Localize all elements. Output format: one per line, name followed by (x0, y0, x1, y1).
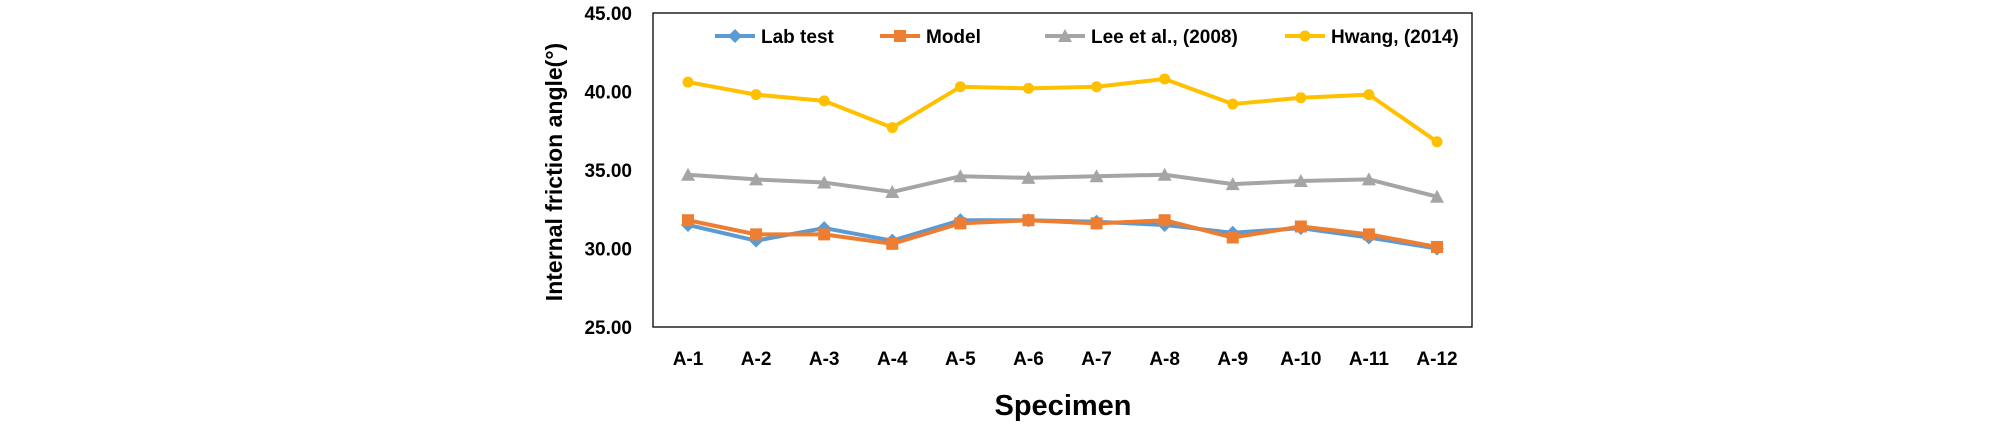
y-tick-label: 30.00 (584, 240, 632, 261)
data-point (1022, 82, 1034, 94)
series-line (687, 218, 1438, 249)
data-point (1362, 228, 1375, 241)
legend-label: Model (926, 27, 981, 48)
data-point (1294, 220, 1307, 233)
x-tick-label: A-9 (1217, 349, 1248, 370)
x-axis-title: Specimen (995, 390, 1132, 422)
y-tick-label: 40.00 (584, 83, 632, 104)
plot-border (652, 12, 1473, 328)
data-point (750, 228, 763, 241)
data-point (953, 169, 968, 183)
x-tick-label: A-6 (1013, 349, 1044, 370)
data-point (1226, 231, 1239, 244)
data-point (1295, 92, 1307, 104)
data-point (954, 81, 966, 93)
data-point (681, 167, 695, 181)
series-line (687, 76, 1439, 144)
legend: Lab test Model Lee et al., (2008) Hwang, (2… (715, 27, 1459, 48)
y-tick-label: 35.00 (584, 161, 632, 182)
data-point (1159, 73, 1171, 85)
data-point (1021, 170, 1036, 184)
x-tick-label: A-2 (741, 349, 772, 370)
x-tick-label: A-11 (1349, 349, 1390, 370)
data-point (1157, 167, 1172, 181)
legend-marker (1058, 29, 1072, 42)
data-point (1293, 173, 1308, 187)
x-tick-label: A-3 (809, 349, 840, 370)
legend-item: Lee et al., (2008) (1045, 27, 1238, 48)
data-point (818, 95, 830, 107)
data-point (1431, 136, 1443, 148)
y-tick-label: 45.00 (584, 4, 632, 25)
x-tick-label: A-10 (1280, 349, 1321, 370)
data-point (885, 184, 900, 198)
x-tick-label: A-12 (1416, 349, 1457, 370)
y-tick-labels: 25.00 30.00 35.00 40.00 45.00 (584, 4, 632, 339)
data-point (1158, 214, 1171, 227)
data-point (1225, 177, 1240, 191)
data-point (886, 122, 898, 134)
data-point (750, 89, 762, 101)
legend-label: Lee et al., (2008) (1091, 27, 1238, 48)
data-point (1227, 98, 1239, 110)
x-tick-label: A-8 (1149, 349, 1180, 370)
legend-marker (1299, 30, 1311, 42)
legend-label: Lab test (761, 27, 835, 48)
legend-item: Hwang, (2014) (1285, 27, 1459, 48)
data-point (1089, 169, 1104, 183)
data-point (886, 237, 899, 250)
data-point (1431, 240, 1443, 253)
data-point (1361, 172, 1376, 186)
y-axis-title: Internal friction angle(°) (541, 43, 567, 301)
x-tick-labels: A-1 A-2 A-3 A-4 A-5 A-6 A-7 A-8 A-9 A-10 A-11 A-12 (673, 349, 1458, 370)
data-point (682, 214, 694, 227)
series-model (682, 214, 1443, 253)
legend-item: Model (880, 27, 981, 48)
series-hwang-2014 (682, 73, 1443, 148)
series-line (687, 172, 1438, 199)
data-point (1022, 214, 1035, 227)
series-lee-et-al-2008 (681, 167, 1444, 203)
x-tick-label: A-4 (877, 349, 908, 370)
data-point (749, 172, 764, 186)
data-point (682, 76, 694, 88)
data-point (818, 228, 831, 241)
series-group (681, 73, 1444, 256)
data-point (954, 217, 967, 230)
x-tick-label: A-1 (673, 349, 704, 370)
data-point (1090, 217, 1103, 230)
y-tick-label: 25.00 (584, 318, 632, 339)
plot-area (652, 12, 1473, 328)
legend-marker (894, 30, 906, 42)
legend-label: Hwang, (2014) (1331, 27, 1459, 48)
data-point (1363, 89, 1375, 101)
data-point (1091, 81, 1103, 93)
data-point (1430, 189, 1444, 203)
legend-item: Lab test (715, 27, 835, 48)
legend-marker (728, 29, 742, 43)
x-tick-label: A-5 (945, 349, 976, 370)
x-tick-label: A-7 (1081, 349, 1112, 370)
data-point (817, 175, 832, 189)
